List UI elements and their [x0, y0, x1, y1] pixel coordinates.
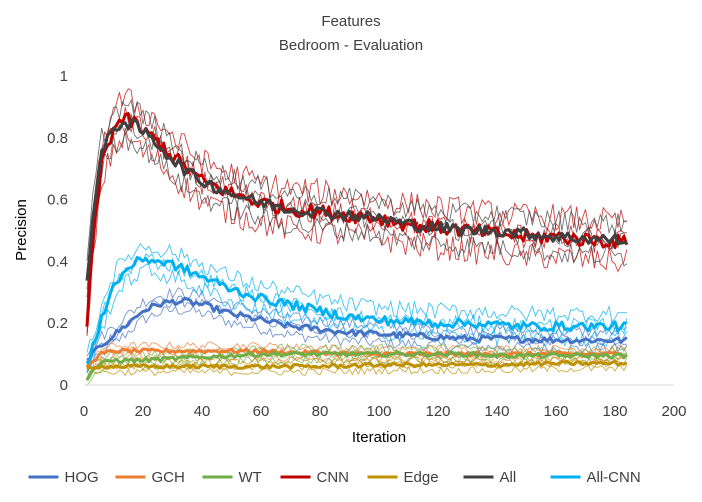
y-tick-label: 1	[60, 68, 68, 85]
legend-label-wt: WT	[239, 469, 262, 486]
x-tick-label: 100	[366, 403, 391, 420]
x-tick-label: 80	[312, 403, 329, 420]
y-axis-label: Precision	[13, 199, 30, 261]
series-all-line	[85, 118, 627, 281]
series-edge-variance	[86, 353, 627, 368]
series-all-cnn-variance	[86, 243, 627, 353]
x-tick-label: 180	[602, 403, 627, 420]
series-wt-variance	[86, 343, 628, 372]
series-all-variance	[86, 98, 627, 261]
series-all-variance	[86, 132, 628, 298]
y-tick-labels: 0 0.2 0.4 0.6 0.8 1	[47, 68, 68, 394]
legend-label-all-cnn: All-CNN	[587, 469, 641, 486]
x-tick-label: 40	[194, 403, 211, 420]
y-tick-label: 0.4	[47, 253, 68, 270]
x-tick-label: 140	[484, 403, 509, 420]
y-tick-label: 0	[60, 377, 68, 394]
x-tick-label: 200	[661, 403, 686, 420]
chart-title: Features	[321, 13, 380, 30]
legend: HOG GCH WT CNN Edge All All-CNN	[28, 469, 641, 486]
x-tick-label: 120	[425, 403, 450, 420]
x-tick-label: 20	[135, 403, 152, 420]
x-axis-label: Iteration	[352, 429, 406, 446]
legend-label-all: All	[500, 469, 517, 486]
series-all-cnn-line	[85, 256, 627, 365]
x-tick-label: 60	[253, 403, 270, 420]
legend-label-cnn: CNN	[317, 469, 350, 486]
series-all-cnn-variance	[86, 264, 628, 374]
series-cnn-variance	[86, 88, 627, 315]
legend-label-hog: HOG	[65, 469, 99, 486]
series-wt-line	[85, 350, 628, 381]
legend-label-edge: Edge	[404, 469, 439, 486]
series-hog-line	[86, 297, 628, 362]
x-tick-label: 160	[543, 403, 568, 420]
series-lines	[85, 112, 629, 381]
x-tick-label: 0	[80, 403, 88, 420]
series-all-variance	[86, 113, 627, 290]
series-edge-line	[86, 360, 628, 371]
chart-subtitle: Bedroom - Evaluation	[279, 37, 423, 54]
y-tick-label: 0.8	[47, 130, 68, 147]
y-tick-label: 0.6	[47, 192, 68, 209]
y-tick-label: 0.2	[47, 315, 68, 332]
series-edge-variance	[86, 365, 628, 378]
x-tick-labels: 0 20 40 60 80 100 120 140 160 180 200	[80, 403, 687, 420]
legend-label-gch: GCH	[152, 469, 185, 486]
series-hog-variance	[86, 287, 628, 357]
